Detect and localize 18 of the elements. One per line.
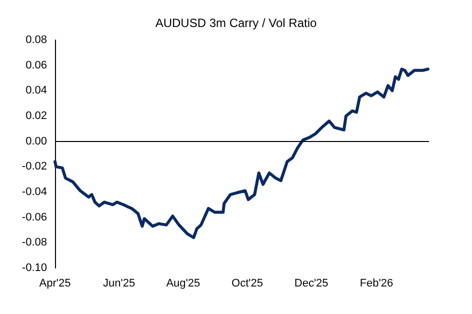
y-tick-label: 0.00 <box>26 135 47 148</box>
y-tick-label: -0.08 <box>22 236 47 249</box>
x-tick-label: Dec'25 <box>294 278 328 290</box>
y-tick-label: 0.02 <box>26 110 47 122</box>
x-tick-label: Oct'25 <box>232 278 263 290</box>
chart-title: AUDUSD 3m Carry / Vol Ratio <box>155 16 318 30</box>
x-tick-label: Aug'25 <box>166 278 200 290</box>
y-tick-label: -0.04 <box>22 186 47 198</box>
y-tick-label: -0.02 <box>22 160 47 173</box>
y-tick-label: 0.04 <box>26 84 47 97</box>
y-tick-label: 0.08 <box>26 34 47 46</box>
line-series <box>54 68 430 240</box>
y-tick-label: -0.06 <box>22 211 47 224</box>
x-tick-label: Jun'25 <box>103 278 136 290</box>
x-tick-label: Feb'26 <box>360 278 394 290</box>
y-tick-label: -0.10 <box>22 262 47 274</box>
y-tick-label: 0.06 <box>26 59 47 72</box>
x-tick-label: Apr'25 <box>39 278 71 290</box>
